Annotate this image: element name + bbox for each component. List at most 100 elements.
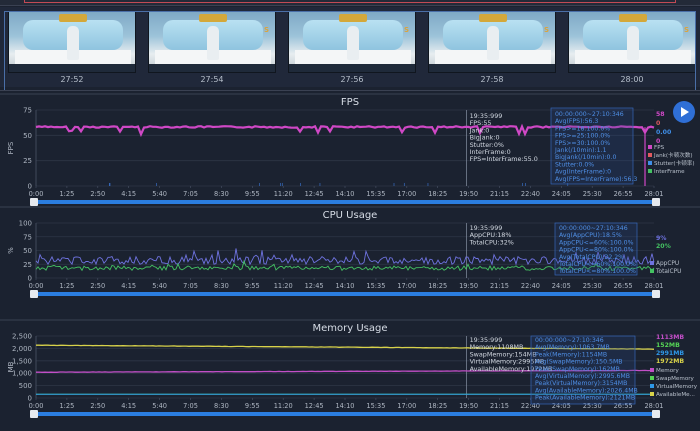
memory-xtick: 17:00 (397, 402, 416, 410)
selection-indicator (24, 0, 676, 3)
fps-ytick: 75 (23, 107, 32, 115)
fps-xtick: 15:35 (366, 190, 385, 198)
memory-xtick: 1:25 (59, 402, 74, 410)
memory-ytick: 1,000 (12, 370, 32, 378)
memory-summary-line: Peak(SwapMemory):162MB (535, 366, 620, 373)
memory-ytick: 2,500 (12, 333, 32, 341)
thumbnail-time: 27:56 (340, 75, 364, 84)
memory-legend-swatch (650, 392, 654, 396)
cpu-xtick: 9:55 (245, 282, 260, 290)
cpu-xtick: 2:50 (90, 282, 105, 290)
memory-legend-swatch (650, 384, 654, 388)
fps-summary-line: 00:00:000~27:10:346 (555, 111, 624, 118)
fps-xtick: 18:25 (428, 190, 447, 198)
memory-summary-line: Peak(VirtualMemory):3154MB (535, 380, 627, 387)
fps-current-value: 0.00 (656, 129, 672, 136)
cpu-summary-box (554, 222, 638, 276)
fps-tooltip-line: 19:35:999 (470, 112, 503, 120)
fps-range-handle-right[interactable] (652, 198, 660, 206)
memory-range-handle-right[interactable] (652, 410, 660, 418)
cpu-legend-item: TotalCPU (655, 269, 681, 275)
play-button[interactable] (673, 101, 695, 123)
cpu-legend-item: AppCPU (656, 261, 679, 267)
fps-range-slider[interactable] (30, 200, 660, 204)
cpu-title: CPU Usage (323, 210, 378, 221)
fps-xtick: 7:05 (183, 190, 198, 198)
memory-legend-swatch (650, 368, 654, 372)
memory-current-value: 1972MB (656, 358, 684, 365)
memory-current-value: 152MB (656, 342, 680, 349)
cpu-xtick: 7:05 (183, 282, 198, 290)
thumbnail-3[interactable]: S 27:56 (288, 11, 416, 95)
fps-legend-item: Jank(卡顿次数) (653, 151, 693, 159)
thumbnail-tag: S (683, 26, 689, 34)
memory-tooltip-line: SwapMemory:154MB (470, 350, 537, 358)
cpu-current-value: 20% (656, 243, 671, 250)
fps-range-handle-left[interactable] (30, 198, 38, 206)
cpu-summary-line: TotalCPU<=60%:100.0% (558, 261, 636, 268)
thumbnail-1[interactable]: 27:52 (8, 11, 136, 95)
memory-summary-line: Peak(Memory):1154MB (535, 351, 607, 358)
fps-summary-line: FPS>=18:100.0% (555, 125, 610, 132)
cpu-range-slider[interactable] (30, 292, 660, 296)
cpu-xtick: 26:55 (614, 282, 633, 290)
fps-current-value: 0 (656, 120, 661, 127)
memory-xtick: 22:40 (521, 402, 540, 410)
memory-xtick: 25:30 (583, 402, 602, 410)
cpu-legend-swatch (650, 261, 654, 265)
fps-legend-swatch (648, 153, 652, 157)
cpu-ytick: 100 (19, 220, 32, 228)
fps-legend-item: FPS (654, 145, 665, 151)
thumbnail-5[interactable]: S 28:00 (568, 11, 696, 95)
memory-xtick: 14:10 (335, 402, 354, 410)
cpu-ytick: 0 (28, 275, 32, 283)
fps-xtick: 4:15 (121, 190, 136, 198)
fps-xtick: 0:00 (29, 190, 44, 198)
memory-summary-line: Avg(AvailableMemory):2026.4MB (535, 387, 638, 394)
memory-xtick: 8:30 (214, 402, 229, 410)
fps-xtick: 28:01 (644, 190, 663, 198)
cpu-ytick: 75 (23, 233, 32, 241)
fps-summary-line: Avg(FPS=InterFrame):56.3 (555, 176, 637, 183)
memory-ytick: 2,000 (12, 345, 32, 353)
memory-ylabel: MB (7, 361, 15, 372)
cpu-summary-line: AppCPU<=60%:100.0% (559, 239, 634, 246)
fps-summary-line: Jank(/10min):1.1 (554, 147, 607, 154)
thumbnail-time: 27:52 (60, 75, 84, 84)
cpu-xtick: 0:00 (29, 282, 44, 290)
thumbnail-2[interactable]: S 27:54 (148, 11, 276, 95)
cpu-xtick: 18:25 (428, 282, 447, 290)
memory-legend-item: AvailableMe... (656, 392, 695, 398)
cpu-xtick: 11:20 (274, 282, 293, 290)
cpu-summary-line: Avg(TotalCPU):32.2% (559, 254, 624, 261)
fps-tooltip-line: Stutter:0% (470, 141, 504, 149)
cpu-range-handle-left[interactable] (30, 290, 38, 298)
fps-xtick: 5:40 (152, 190, 167, 198)
cpu-xtick: 22:40 (521, 282, 540, 290)
thumbnail-4[interactable]: S 27:58 (428, 11, 556, 95)
memory-range-slider[interactable] (30, 412, 660, 416)
fps-summary-line: BigJank(/10min):0.0 (555, 154, 616, 161)
memory-xtick: 9:55 (245, 402, 260, 410)
fps-summary-line: FPS>=30:100.0% (555, 140, 610, 147)
fps-xtick: 25:30 (583, 190, 602, 198)
fps-title: FPS (341, 97, 359, 108)
screenshot-thumbnail-strip: 27:52 S 27:54 S 27:56 S 27:58 S 28:00 (0, 7, 700, 91)
cpu-range-handle-right[interactable] (652, 290, 660, 298)
memory-xtick: 4:15 (121, 402, 136, 410)
memory-xtick: 15:35 (366, 402, 385, 410)
memory-summary-line: Peak(AvailableMemory):2121MB (535, 395, 635, 402)
thumbnail-tag: S (403, 26, 409, 34)
memory-range-handle-left[interactable] (30, 410, 38, 418)
memory-tooltip-line: VirtualMemory:2995MB (470, 358, 545, 366)
cpu-current-value: 9% (656, 235, 667, 242)
fps-ylabel: FPS (7, 141, 15, 154)
memory-xtick: 19:50 (459, 402, 478, 410)
fps-xtick: 2:50 (90, 190, 105, 198)
fps-xtick: 26:55 (614, 190, 633, 198)
fps-legend-swatch (648, 169, 652, 173)
fps-tooltip-line: FPS=InterFrame:55.0 (470, 155, 538, 163)
fps-ytick: 25 (23, 157, 32, 165)
cpu-tooltip-line: AppCPU:18% (470, 231, 512, 239)
